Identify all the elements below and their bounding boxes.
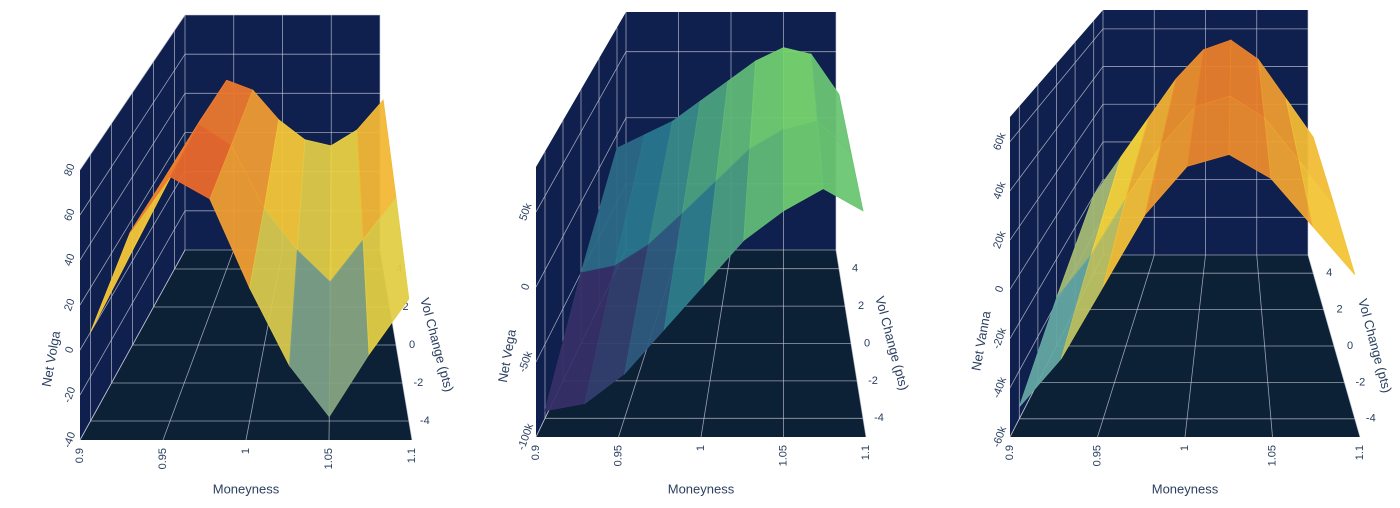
y-tick-label: -4: [1366, 413, 1376, 425]
y-tick-label: -4: [420, 415, 430, 427]
y-tick-label: 0: [409, 339, 415, 351]
grid-line: [79, 132, 186, 306]
z-tick-label: 80: [62, 162, 77, 178]
x-axis-title: Moneyness: [668, 481, 735, 496]
y-tick-label: 0: [864, 337, 870, 349]
z-tick-label: -40k: [991, 375, 1010, 400]
z-axis-title: Net Volga: [39, 329, 64, 388]
x-tick-label: 1.05: [777, 445, 789, 466]
x-tick-label: 1.1: [406, 448, 418, 463]
grid-line: [79, 53, 186, 216]
z-tick-label: -50k: [517, 349, 536, 374]
y-tick-label: 2: [1337, 304, 1343, 316]
grid-line: [535, 51, 627, 213]
x-tick-label: 0.95: [1091, 445, 1103, 466]
x-tick-label: 0.9: [74, 448, 86, 463]
z-tick-label: 0: [63, 345, 76, 355]
x-tick-label: 0.95: [612, 445, 624, 466]
surface-patch: [1298, 161, 1356, 275]
grid-line: [79, 249, 186, 441]
x-tick-label: 1.1: [1354, 445, 1366, 460]
z-tick-label: 60: [62, 207, 77, 223]
surface-chart: 0.9 0.95 1 1.05 1.1-4-2024-100k-50k050kMoney…: [495, 12, 912, 496]
grid-line: [1009, 179, 1104, 339]
x-axis-title: Moneyness: [213, 481, 280, 496]
grid-line: [79, 210, 186, 396]
z-axis-title: Net Vanna: [968, 309, 993, 372]
y-tick-label: 4: [1326, 267, 1332, 279]
x-tick-label: 1.05: [1266, 445, 1278, 466]
x-tick-label: 1: [1179, 445, 1191, 451]
z-tick-label: 60k: [991, 131, 1009, 152]
y-tick-label: -2: [414, 377, 424, 389]
y-tick-label: -2: [868, 375, 878, 387]
surface-patch: [816, 119, 864, 212]
z-tick-label: -20: [62, 385, 79, 404]
x-tick-label: 0.9: [530, 445, 542, 460]
y-axis-title: Vol Change (pts): [872, 295, 912, 392]
grid-line: [79, 93, 186, 261]
x-tick-label: 1: [240, 448, 252, 454]
z-tick-label: 50k: [517, 201, 535, 222]
z-tick-label: 40k: [991, 180, 1009, 201]
surface-patch: [362, 196, 410, 356]
z-tick-label: 0: [993, 284, 1006, 294]
grid-line: [1009, 28, 1104, 142]
x-tick-label: 1.1: [860, 445, 872, 460]
z-tick-label: 20: [62, 297, 77, 313]
y-tick-label: 0: [1347, 340, 1353, 352]
z-tick-label: 20k: [991, 229, 1009, 250]
x-tick-label: 0.95: [157, 448, 169, 469]
y-tick-label: 4: [852, 263, 858, 275]
z-tick-label: 40: [62, 252, 77, 268]
surface-chart: 0.90.9511.051.1-4-2024-40-20020406080Mon…: [39, 14, 457, 496]
y-tick-label: 2: [858, 300, 864, 312]
z-tick-label: -20k: [991, 326, 1010, 351]
x-tick-label: 1.05: [323, 448, 335, 469]
z-axis-title: Net Vega: [495, 327, 519, 383]
grid-line: [1009, 141, 1104, 290]
y-tick-label: 2: [403, 301, 409, 313]
grid-line: [1009, 66, 1104, 192]
grid-line: [535, 117, 627, 288]
z-tick-label: 0: [519, 282, 532, 292]
z-tick-label: -40: [62, 430, 79, 449]
grid-line: [1009, 104, 1104, 241]
x-tick-label: 1: [695, 445, 707, 451]
surface-chart: 0.9 0.95 1 1.05 1.1-4-2024-60k-40k-20k020k40…: [968, 10, 1395, 496]
grid-line: [79, 14, 186, 171]
x-tick-label: 0.9: [1004, 445, 1016, 460]
y-tick-label: -2: [1356, 376, 1366, 388]
x-axis-title: Moneyness: [1152, 481, 1219, 496]
grid-line: [79, 171, 186, 351]
y-tick-label: -4: [874, 412, 884, 424]
